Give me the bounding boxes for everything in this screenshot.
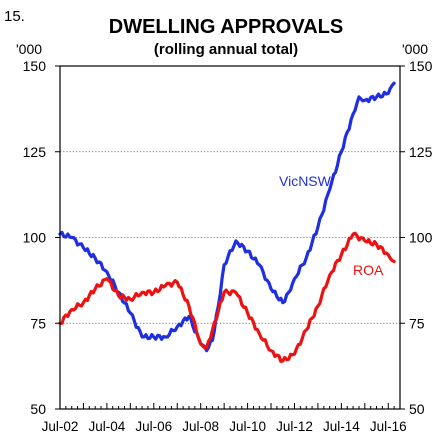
x-tick-label: Jul-02 (42, 419, 79, 434)
x-tick-label: Jul-14 (323, 419, 360, 434)
figure-number: 15. (4, 8, 25, 25)
series-label-vicnsw: VicNSW (279, 173, 332, 189)
chart-title: DWELLING APPROVALS (109, 16, 343, 38)
grid-lines (60, 151, 400, 324)
y-tick-label-left: 125 (23, 144, 47, 160)
y-tick-label-right: 75 (409, 315, 425, 331)
axis-labels: 50 50 75 75 100 100 125 125 150 150 Jul-02 Jul-04 Ju… (23, 58, 433, 434)
y-tick-label-left: 150 (23, 58, 47, 74)
x-tick-label: Jul-04 (89, 419, 126, 434)
series-line-roa (58, 231, 396, 363)
x-tick-label: Jul-10 (229, 419, 266, 434)
y-tick-label-right: 50 (409, 401, 425, 417)
x-tick-label: Jul-08 (182, 419, 219, 434)
right-axis-unit: '000 (402, 41, 428, 57)
y-tick-label-left: 100 (23, 230, 47, 246)
chart-subtitle: (rolling annual total) (154, 41, 298, 58)
x-tick-label: Jul-16 (370, 419, 407, 434)
y-tick-label-right: 125 (409, 144, 433, 160)
x-tick-label: Jul-12 (276, 419, 313, 434)
series-label-roa: ROA (353, 262, 384, 278)
y-tick-label-right: 150 (409, 58, 433, 74)
series-lines (58, 81, 396, 363)
series-line-vicnsw (58, 81, 396, 353)
left-axis-unit: '000 (16, 41, 42, 57)
x-tick-label: Jul-06 (135, 419, 172, 434)
y-tick-label-right: 100 (409, 230, 433, 246)
y-tick-label-left: 50 (30, 401, 46, 417)
axis-ticks (55, 65, 405, 410)
y-tick-label-left: 75 (30, 315, 46, 331)
